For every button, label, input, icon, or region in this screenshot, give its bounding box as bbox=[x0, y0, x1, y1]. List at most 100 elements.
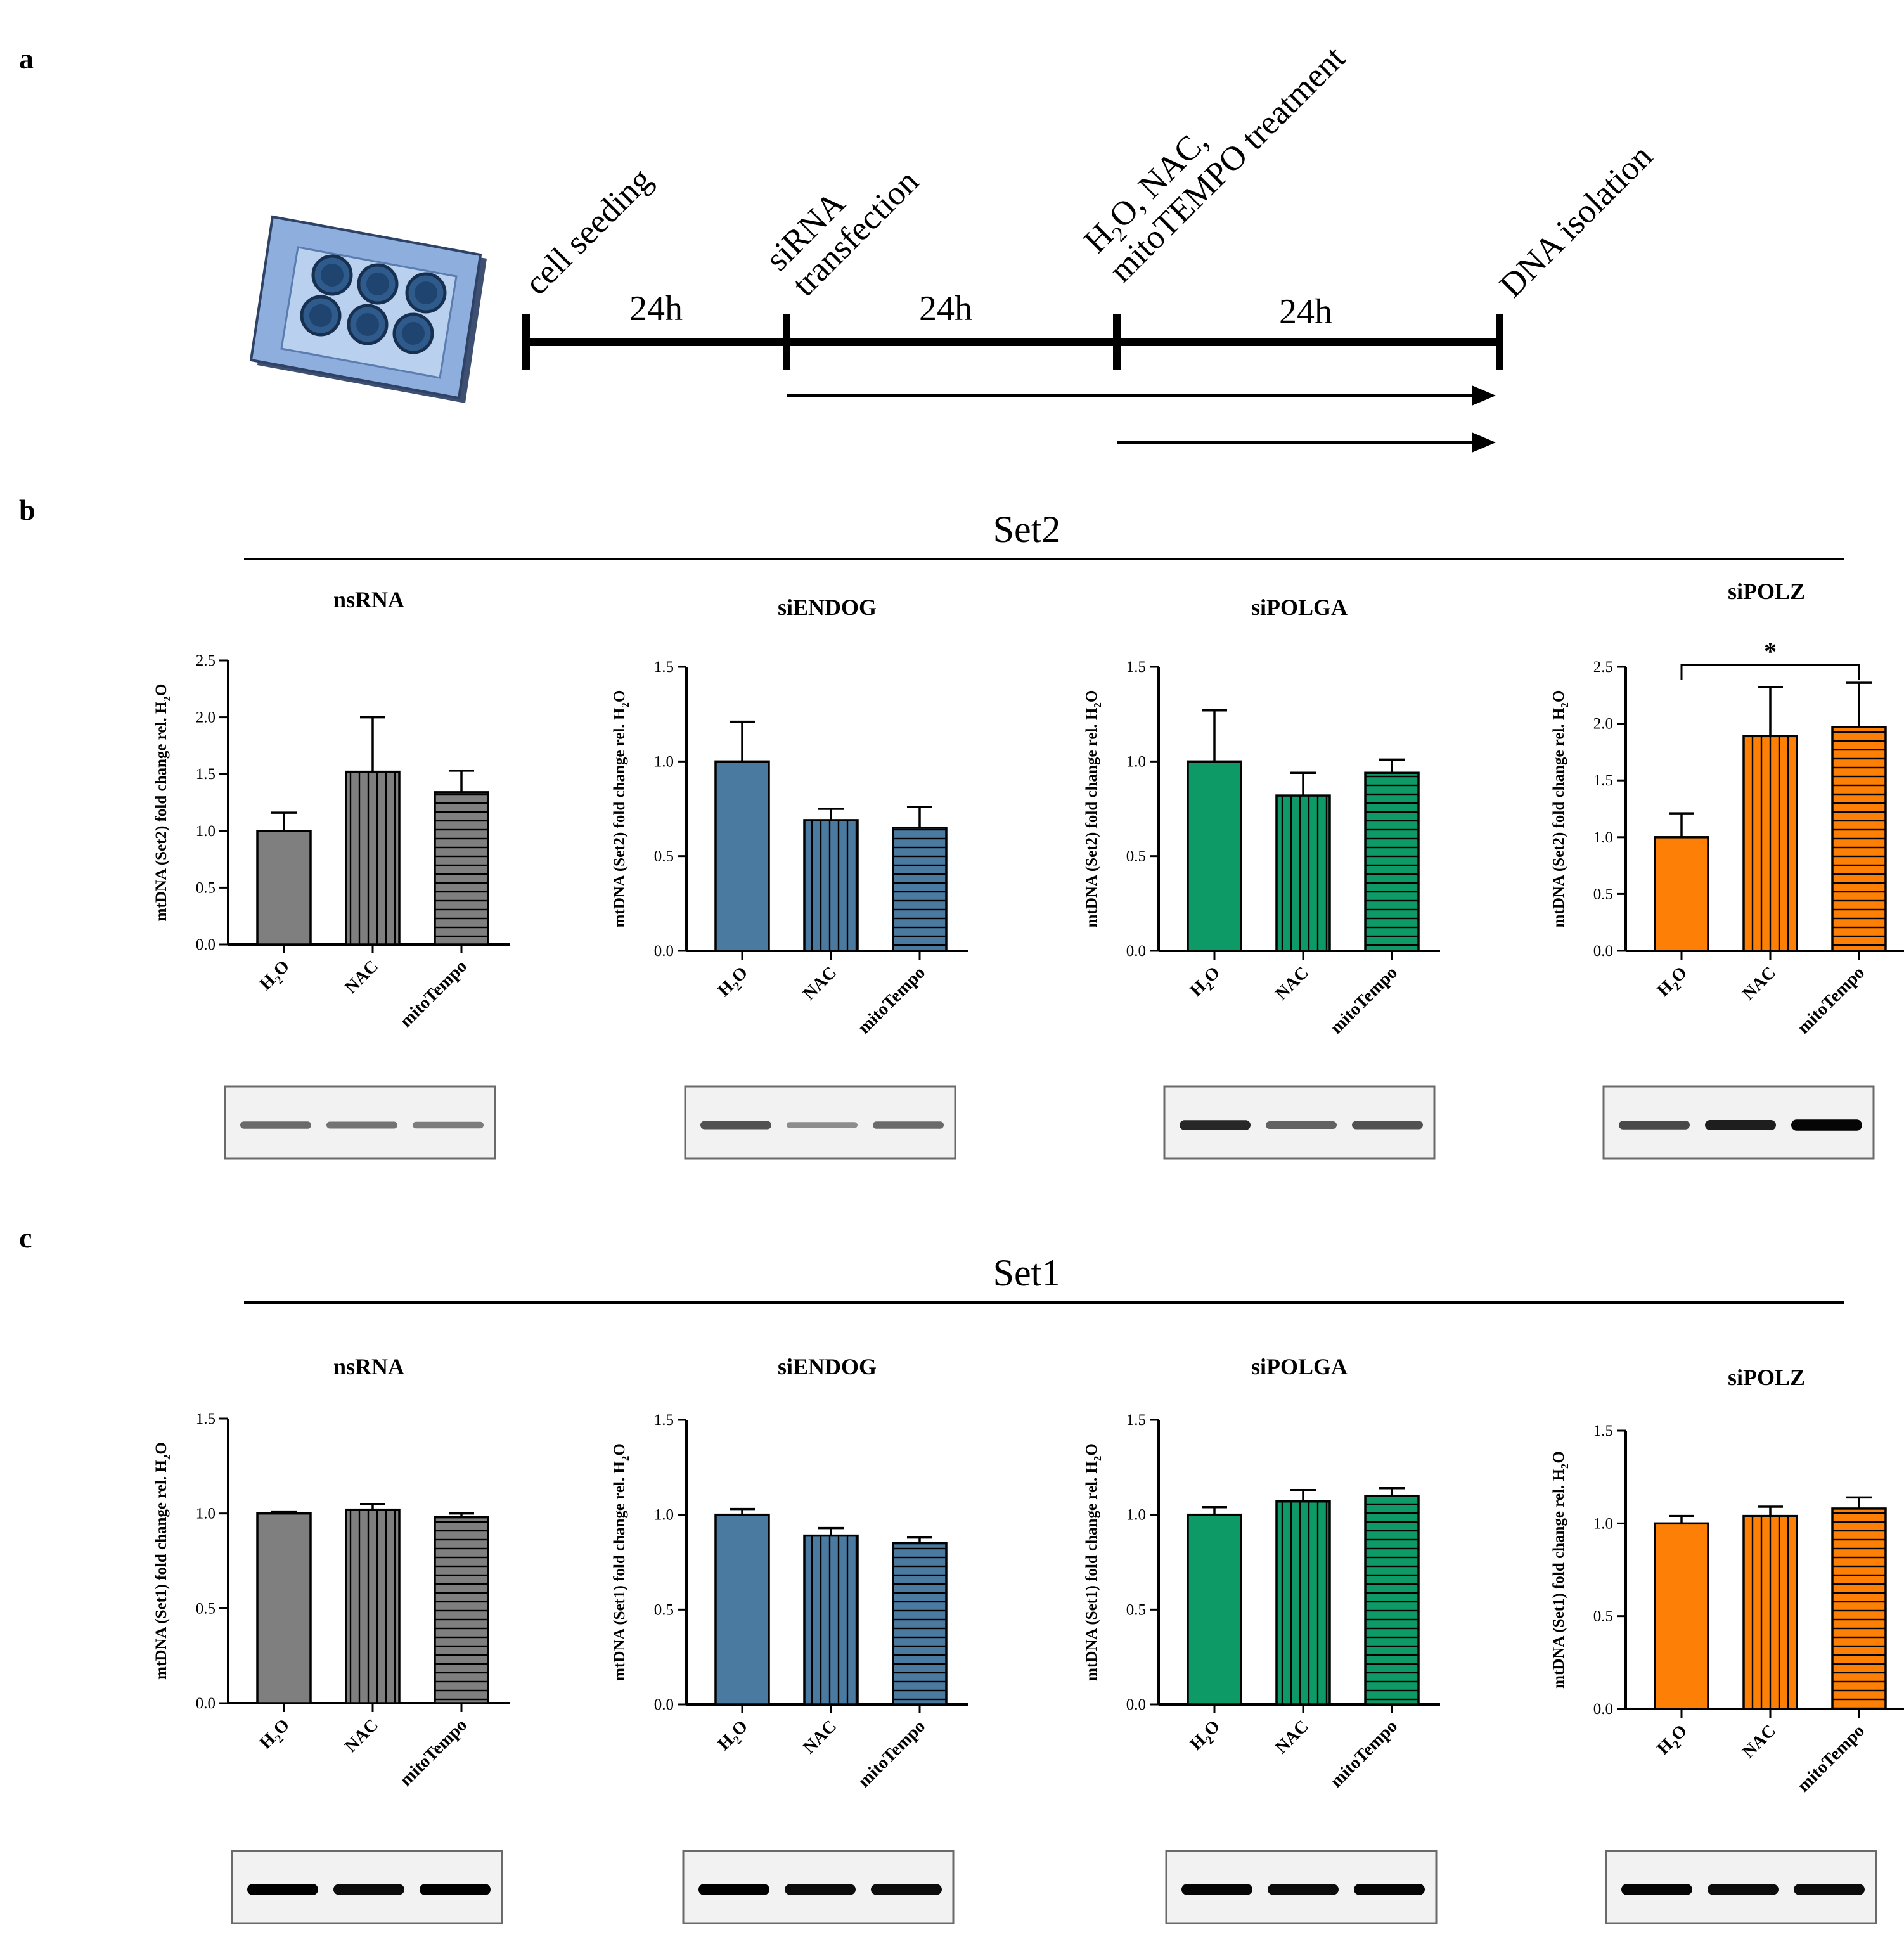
y-axis-label: mtDNA (Set1) fold change rel. H2O bbox=[1550, 1451, 1571, 1689]
y-tick-label: 1.0 bbox=[654, 753, 674, 770]
gel-band bbox=[787, 1122, 858, 1128]
y-tick-label: 1.5 bbox=[196, 1410, 215, 1427]
y-tick-label: 0.5 bbox=[654, 848, 674, 865]
y-tick-label: 0.0 bbox=[196, 936, 215, 953]
bar-mitotempo bbox=[434, 791, 489, 946]
chart-title: siPOLGA bbox=[1251, 1354, 1348, 1379]
chart-set2-siendog: siENDOG 0.0 0.5 1.0 1.5 mtDNA (Set2) fold cha… bbox=[611, 595, 968, 1160]
x-tick-label: NAC bbox=[1271, 1717, 1313, 1758]
gel-band bbox=[1352, 1121, 1423, 1130]
bar-h2o bbox=[1187, 760, 1242, 952]
y-tick-label: 1.0 bbox=[196, 823, 215, 840]
x-tick-label: NAC bbox=[1271, 963, 1313, 1004]
gel-image bbox=[684, 1085, 956, 1160]
chart-title: siENDOG bbox=[778, 595, 877, 620]
duration-2: 24h bbox=[919, 289, 972, 328]
y-tick-label: 0.5 bbox=[196, 1600, 215, 1617]
gel-band bbox=[413, 1121, 484, 1129]
y-tick-label: 1.5 bbox=[1593, 772, 1613, 789]
y-tick-label: 0.5 bbox=[1593, 1608, 1613, 1625]
gel-image bbox=[1605, 1850, 1877, 1924]
y-axis-label: mtDNA (Set2) fold change rel. H2O bbox=[153, 684, 173, 922]
bar-mitotempo bbox=[892, 827, 948, 952]
chart-title: siENDOG bbox=[778, 1354, 877, 1379]
x-tick-label: H2O bbox=[714, 1717, 755, 1757]
gel-band bbox=[1708, 1884, 1779, 1895]
x-tick-label: H2O bbox=[256, 1715, 297, 1756]
x-tick-label: H2O bbox=[1187, 963, 1227, 1003]
gel-band bbox=[333, 1884, 404, 1895]
chart-set1-sipolga: siPOLGA 0.0 0.5 1.0 1.5 mtDNA (Set1) fold cha… bbox=[1083, 1354, 1440, 1924]
y-tick-label: 0.5 bbox=[654, 1601, 674, 1618]
bar-nac bbox=[1742, 1514, 1798, 1710]
gel-image bbox=[1163, 1085, 1436, 1160]
gel-band bbox=[1619, 1121, 1690, 1130]
x-tick-label: NAC bbox=[341, 1715, 382, 1756]
y-tick-label: 0.0 bbox=[1126, 1696, 1146, 1713]
significance-bracket bbox=[1680, 664, 1860, 680]
gel-band bbox=[326, 1121, 397, 1129]
bar-nac bbox=[1742, 735, 1798, 952]
bar-mitotempo bbox=[434, 1516, 489, 1704]
gel-band bbox=[700, 1121, 771, 1130]
gel-image bbox=[231, 1850, 503, 1924]
y-axis-label: mtDNA (Set1) fold change rel. H2O bbox=[153, 1442, 173, 1680]
arrow-sirna-head bbox=[1472, 385, 1496, 406]
gel-band bbox=[1705, 1120, 1776, 1130]
bar-h2o bbox=[1654, 836, 1709, 952]
section-title-set2: Set2 bbox=[993, 508, 1061, 550]
y-tick-label: 0.0 bbox=[1593, 943, 1613, 960]
bar-h2o bbox=[714, 1513, 770, 1706]
y-tick-label: 0.0 bbox=[1126, 943, 1146, 960]
bar-mitotempo bbox=[892, 1542, 948, 1706]
y-tick-label: 0.0 bbox=[196, 1695, 215, 1712]
chart-set2-nsrna: nsRNA 0.0 0.5 1.0 1.5 2.0 2.5 mtDNA (Set2) fold… bbox=[153, 587, 510, 1160]
panel-label-a: a bbox=[19, 42, 34, 75]
y-tick-label: 1.0 bbox=[654, 1507, 674, 1524]
gel-band bbox=[1266, 1121, 1337, 1129]
well-plate-icon bbox=[249, 215, 487, 403]
chart-set1-nsrna: nsRNA 0.0 0.5 1.0 1.5 mtDNA (Set1) fold chang… bbox=[153, 1354, 510, 1924]
y-tick-label: 0.5 bbox=[1126, 1601, 1146, 1618]
chart-title: nsRNA bbox=[333, 1354, 404, 1379]
chart-set1-sipolz: siPOLZ 0.0 0.5 1.0 1.5 mtDNA (Set1) fold chan… bbox=[1550, 1365, 1904, 1924]
bar-nac bbox=[345, 770, 401, 946]
arrow-treatment-head bbox=[1472, 432, 1496, 453]
x-tick-label: H2O bbox=[714, 963, 755, 1003]
gel-band bbox=[420, 1884, 491, 1895]
chart-title: siPOLGA bbox=[1251, 595, 1348, 620]
x-tick-label: NAC bbox=[1739, 963, 1780, 1004]
bar-nac bbox=[803, 1534, 859, 1706]
bar-h2o bbox=[714, 760, 770, 952]
x-tick-label: mitoTempo bbox=[1794, 963, 1869, 1038]
step-cell-seeding: cell seeding bbox=[517, 160, 659, 302]
y-tick-label: 0.0 bbox=[654, 1696, 674, 1713]
x-tick-label: mitoTempo bbox=[854, 963, 929, 1038]
bar-mitotempo bbox=[1364, 771, 1420, 952]
y-tick-label: 1.0 bbox=[1593, 829, 1613, 846]
x-tick-label: mitoTempo bbox=[1794, 1721, 1869, 1796]
y-tick-label: 1.5 bbox=[1126, 1412, 1146, 1429]
x-tick-label: mitoTempo bbox=[396, 1715, 471, 1790]
x-tick-label: NAC bbox=[341, 957, 382, 998]
x-tick-label: mitoTempo bbox=[1327, 1717, 1401, 1791]
step-mitotempo-treatment: mitoTEMPO treatment bbox=[1102, 39, 1353, 290]
x-tick-label: mitoTempo bbox=[396, 957, 471, 1031]
gel-band bbox=[873, 1121, 944, 1129]
gel-band bbox=[785, 1884, 856, 1895]
gel-band bbox=[240, 1121, 311, 1129]
x-tick-label: H2O bbox=[1654, 1721, 1694, 1762]
chart-title: nsRNA bbox=[333, 587, 404, 612]
y-axis-label: mtDNA (Set2) fold change rel. H2O bbox=[1550, 690, 1571, 928]
y-tick-label: 1.0 bbox=[1593, 1515, 1613, 1532]
section-title-set1: Set1 bbox=[993, 1252, 1061, 1294]
panel-label-c: c bbox=[19, 1221, 32, 1254]
bar-nac bbox=[1275, 1500, 1331, 1706]
panel-label-b: b bbox=[19, 494, 35, 526]
significance-label: * bbox=[1764, 637, 1777, 666]
chart-title: siPOLZ bbox=[1728, 1365, 1805, 1390]
duration-1: 24h bbox=[629, 289, 683, 328]
bar-h2o bbox=[256, 1512, 312, 1704]
bar-nac bbox=[803, 819, 859, 952]
y-axis-label: mtDNA (Set2) fold change rel. H2O bbox=[1083, 690, 1103, 928]
